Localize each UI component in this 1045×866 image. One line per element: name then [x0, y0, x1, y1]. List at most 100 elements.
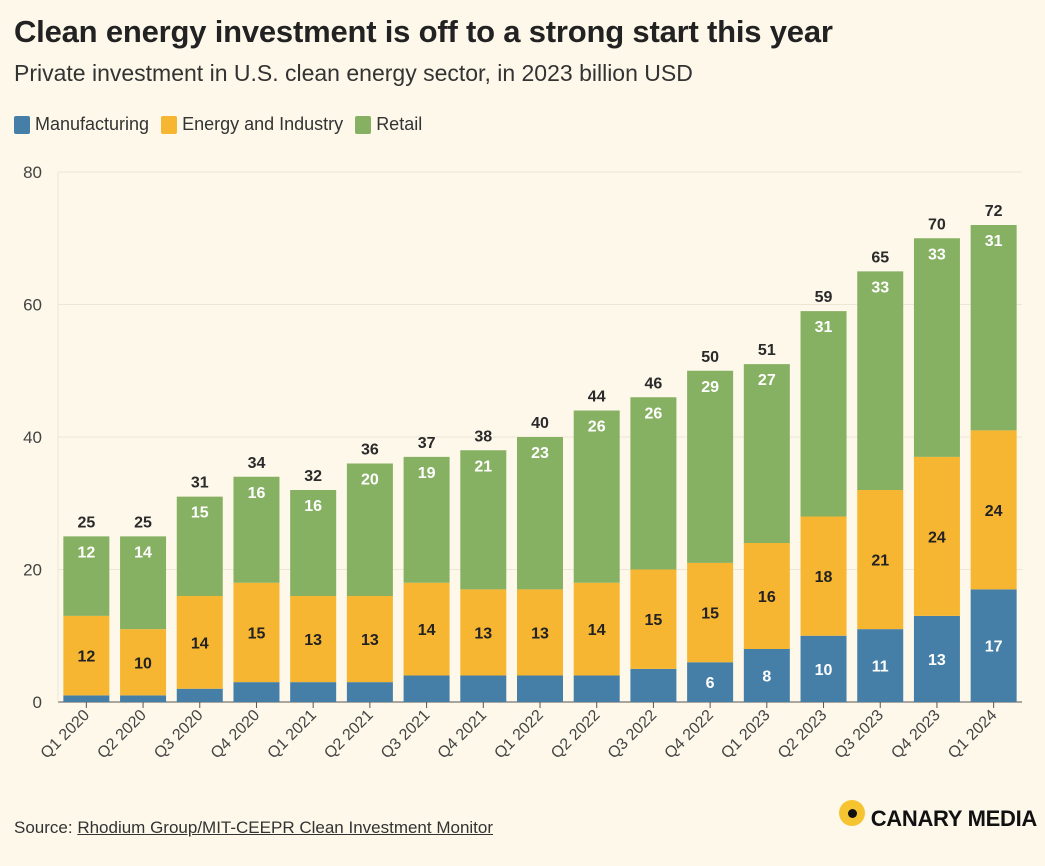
bar-segment-manufacturing	[346, 682, 393, 702]
x-tick-label: Q2 2022	[548, 707, 603, 762]
data-label: 17	[985, 639, 1003, 656]
bar-segment-energy-industry	[630, 569, 677, 669]
bar-segment-energy-industry	[63, 615, 110, 696]
x-tick-label: Q1 2021	[265, 707, 320, 762]
bar-segment-retail	[573, 410, 620, 583]
bar-segment-energy-industry	[970, 430, 1017, 590]
y-tick-label: 0	[33, 693, 42, 712]
bar-segment-retail	[857, 271, 904, 490]
bar-segment-retail	[687, 370, 734, 563]
data-label: 16	[304, 498, 322, 515]
brand-logo: CANARY MEDIA	[838, 800, 1037, 832]
total-label: 70	[928, 216, 946, 233]
x-tick-label: Q4 2020	[208, 707, 263, 762]
data-label: 24	[928, 529, 946, 546]
total-label: 40	[531, 415, 549, 432]
data-label: 14	[418, 622, 436, 639]
x-tick-label: Q2 2021	[321, 707, 376, 762]
data-label: 14	[588, 622, 606, 639]
bar-segment-retail	[346, 463, 393, 596]
source-link[interactable]: Rhodium Group/MIT-CEEPR Clean Investment…	[77, 818, 494, 837]
legend-swatch-retail	[355, 115, 372, 134]
total-label: 25	[77, 514, 95, 531]
data-label: 12	[77, 544, 95, 561]
bar-segment-manufacturing	[120, 695, 167, 702]
legend-item-retail: Retail	[355, 114, 422, 135]
bar-segment-energy-industry	[290, 596, 337, 683]
bar-segment-manufacturing	[63, 695, 110, 702]
legend-label-retail: Retail	[376, 114, 423, 134]
bar-segment-energy-industry	[743, 543, 790, 649]
data-label: 23	[531, 445, 549, 462]
bar-segment-retail	[120, 536, 167, 630]
x-tick-label: Q3 2020	[151, 707, 206, 762]
data-label: 26	[645, 405, 663, 422]
bar-segment-energy-industry	[120, 629, 167, 696]
total-label: 37	[418, 435, 436, 452]
source-prefix: Source:	[14, 818, 78, 837]
y-tick-label: 60	[23, 296, 42, 315]
bar-segment-energy-industry	[913, 456, 960, 616]
data-label: 15	[701, 606, 719, 623]
bar-segment-retail	[517, 437, 563, 590]
total-label: 36	[361, 442, 379, 459]
data-label: 21	[474, 458, 492, 475]
bar-segment-retail	[403, 456, 450, 583]
bar-segment-manufacturing	[743, 649, 790, 702]
data-label: 16	[758, 589, 776, 606]
bar-segment-energy-industry	[687, 562, 734, 663]
bar-segment-manufacturing	[460, 675, 507, 702]
bar-segment-retail	[800, 311, 847, 517]
total-label: 44	[588, 389, 606, 406]
data-label: 15	[248, 625, 266, 642]
data-label: 14	[134, 544, 152, 561]
data-label: 21	[871, 553, 889, 570]
legend-item-manufacturing: Manufacturing	[14, 114, 149, 135]
x-tick-label: Q1 2022	[491, 707, 546, 762]
data-label: 13	[361, 632, 379, 649]
bar-segment-manufacturing	[687, 662, 734, 702]
data-label: 14	[191, 635, 209, 652]
data-label: 15	[191, 505, 209, 522]
bar-segment-manufacturing	[800, 635, 847, 702]
bar-segment-manufacturing	[233, 682, 280, 702]
x-tick-label: Q2 2023	[775, 707, 830, 762]
bar-segment-energy-industry	[176, 596, 223, 689]
y-tick-label: 80	[23, 163, 42, 182]
y-tick-label: 20	[23, 561, 42, 580]
x-tick-label: Q2 2020	[94, 707, 149, 762]
bar-segment-manufacturing	[573, 675, 620, 702]
total-label: 72	[985, 203, 1003, 220]
bar-segment-retail	[63, 536, 110, 616]
bar-segment-retail	[460, 450, 507, 590]
bar-segment-manufacturing	[970, 589, 1017, 702]
data-label: 6	[706, 675, 715, 692]
bar-segment-retail	[176, 496, 223, 596]
legend: Manufacturing Energy and Industry Retail	[14, 114, 422, 135]
x-tick-label: Q1 2020	[38, 707, 93, 762]
canary-logo-icon	[838, 800, 865, 826]
chart-title: Clean energy investment is off to a stro…	[14, 14, 833, 49]
data-label: 13	[928, 652, 946, 669]
bar-segment-energy-industry	[573, 582, 620, 676]
bar-segment-energy-industry	[800, 516, 847, 636]
bar-segment-energy-industry	[233, 582, 280, 683]
bar-segment-manufacturing	[176, 688, 223, 702]
x-tick-label: Q1 2023	[718, 707, 773, 762]
data-label: 10	[134, 655, 152, 672]
legend-swatch-energy-industry	[161, 115, 178, 134]
total-label: 51	[758, 342, 776, 359]
data-label: 18	[815, 569, 833, 586]
x-tick-label: Q4 2022	[662, 707, 717, 762]
data-label: 31	[985, 233, 1003, 250]
data-label: 31	[815, 319, 833, 336]
data-label: 29	[701, 379, 719, 396]
bar-segment-energy-industry	[460, 589, 507, 676]
data-label: 10	[815, 662, 833, 679]
total-label: 25	[134, 514, 152, 531]
bar-segment-retail	[233, 476, 280, 583]
total-label: 34	[248, 455, 266, 472]
y-tick-label: 40	[23, 428, 42, 447]
source-note: Source: Rhodium Group/MIT-CEEPR Clean In…	[14, 818, 493, 838]
bar-segment-manufacturing	[913, 615, 960, 702]
